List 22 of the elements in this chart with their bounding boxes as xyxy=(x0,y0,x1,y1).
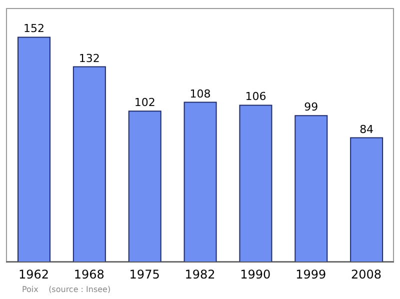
x-tick-label: 1982 xyxy=(184,268,216,282)
data-label: 152 xyxy=(24,22,44,36)
data-label: 132 xyxy=(78,52,100,65)
x-tick-label: 2008 xyxy=(351,268,382,282)
bar xyxy=(128,110,162,262)
bar xyxy=(294,115,328,262)
x-tick-label: 1962 xyxy=(18,268,49,282)
x-tick-label: 1975 xyxy=(129,268,160,282)
data-label: 108 xyxy=(190,87,211,100)
x-tick-label: 1999 xyxy=(296,268,326,282)
bar xyxy=(239,104,272,262)
data-label: 84 xyxy=(360,122,374,136)
x-tick-label: 1990 xyxy=(240,268,271,282)
bar xyxy=(350,137,384,262)
text: Poix (source : Insee) xyxy=(22,285,111,294)
data-label: 102 xyxy=(134,96,156,110)
data-label: 106 xyxy=(245,90,266,104)
bar xyxy=(72,66,106,262)
x-tick-label: 1968 xyxy=(74,268,104,282)
bar xyxy=(184,102,217,262)
data-label: 99 xyxy=(304,100,318,114)
bar xyxy=(18,36,50,262)
